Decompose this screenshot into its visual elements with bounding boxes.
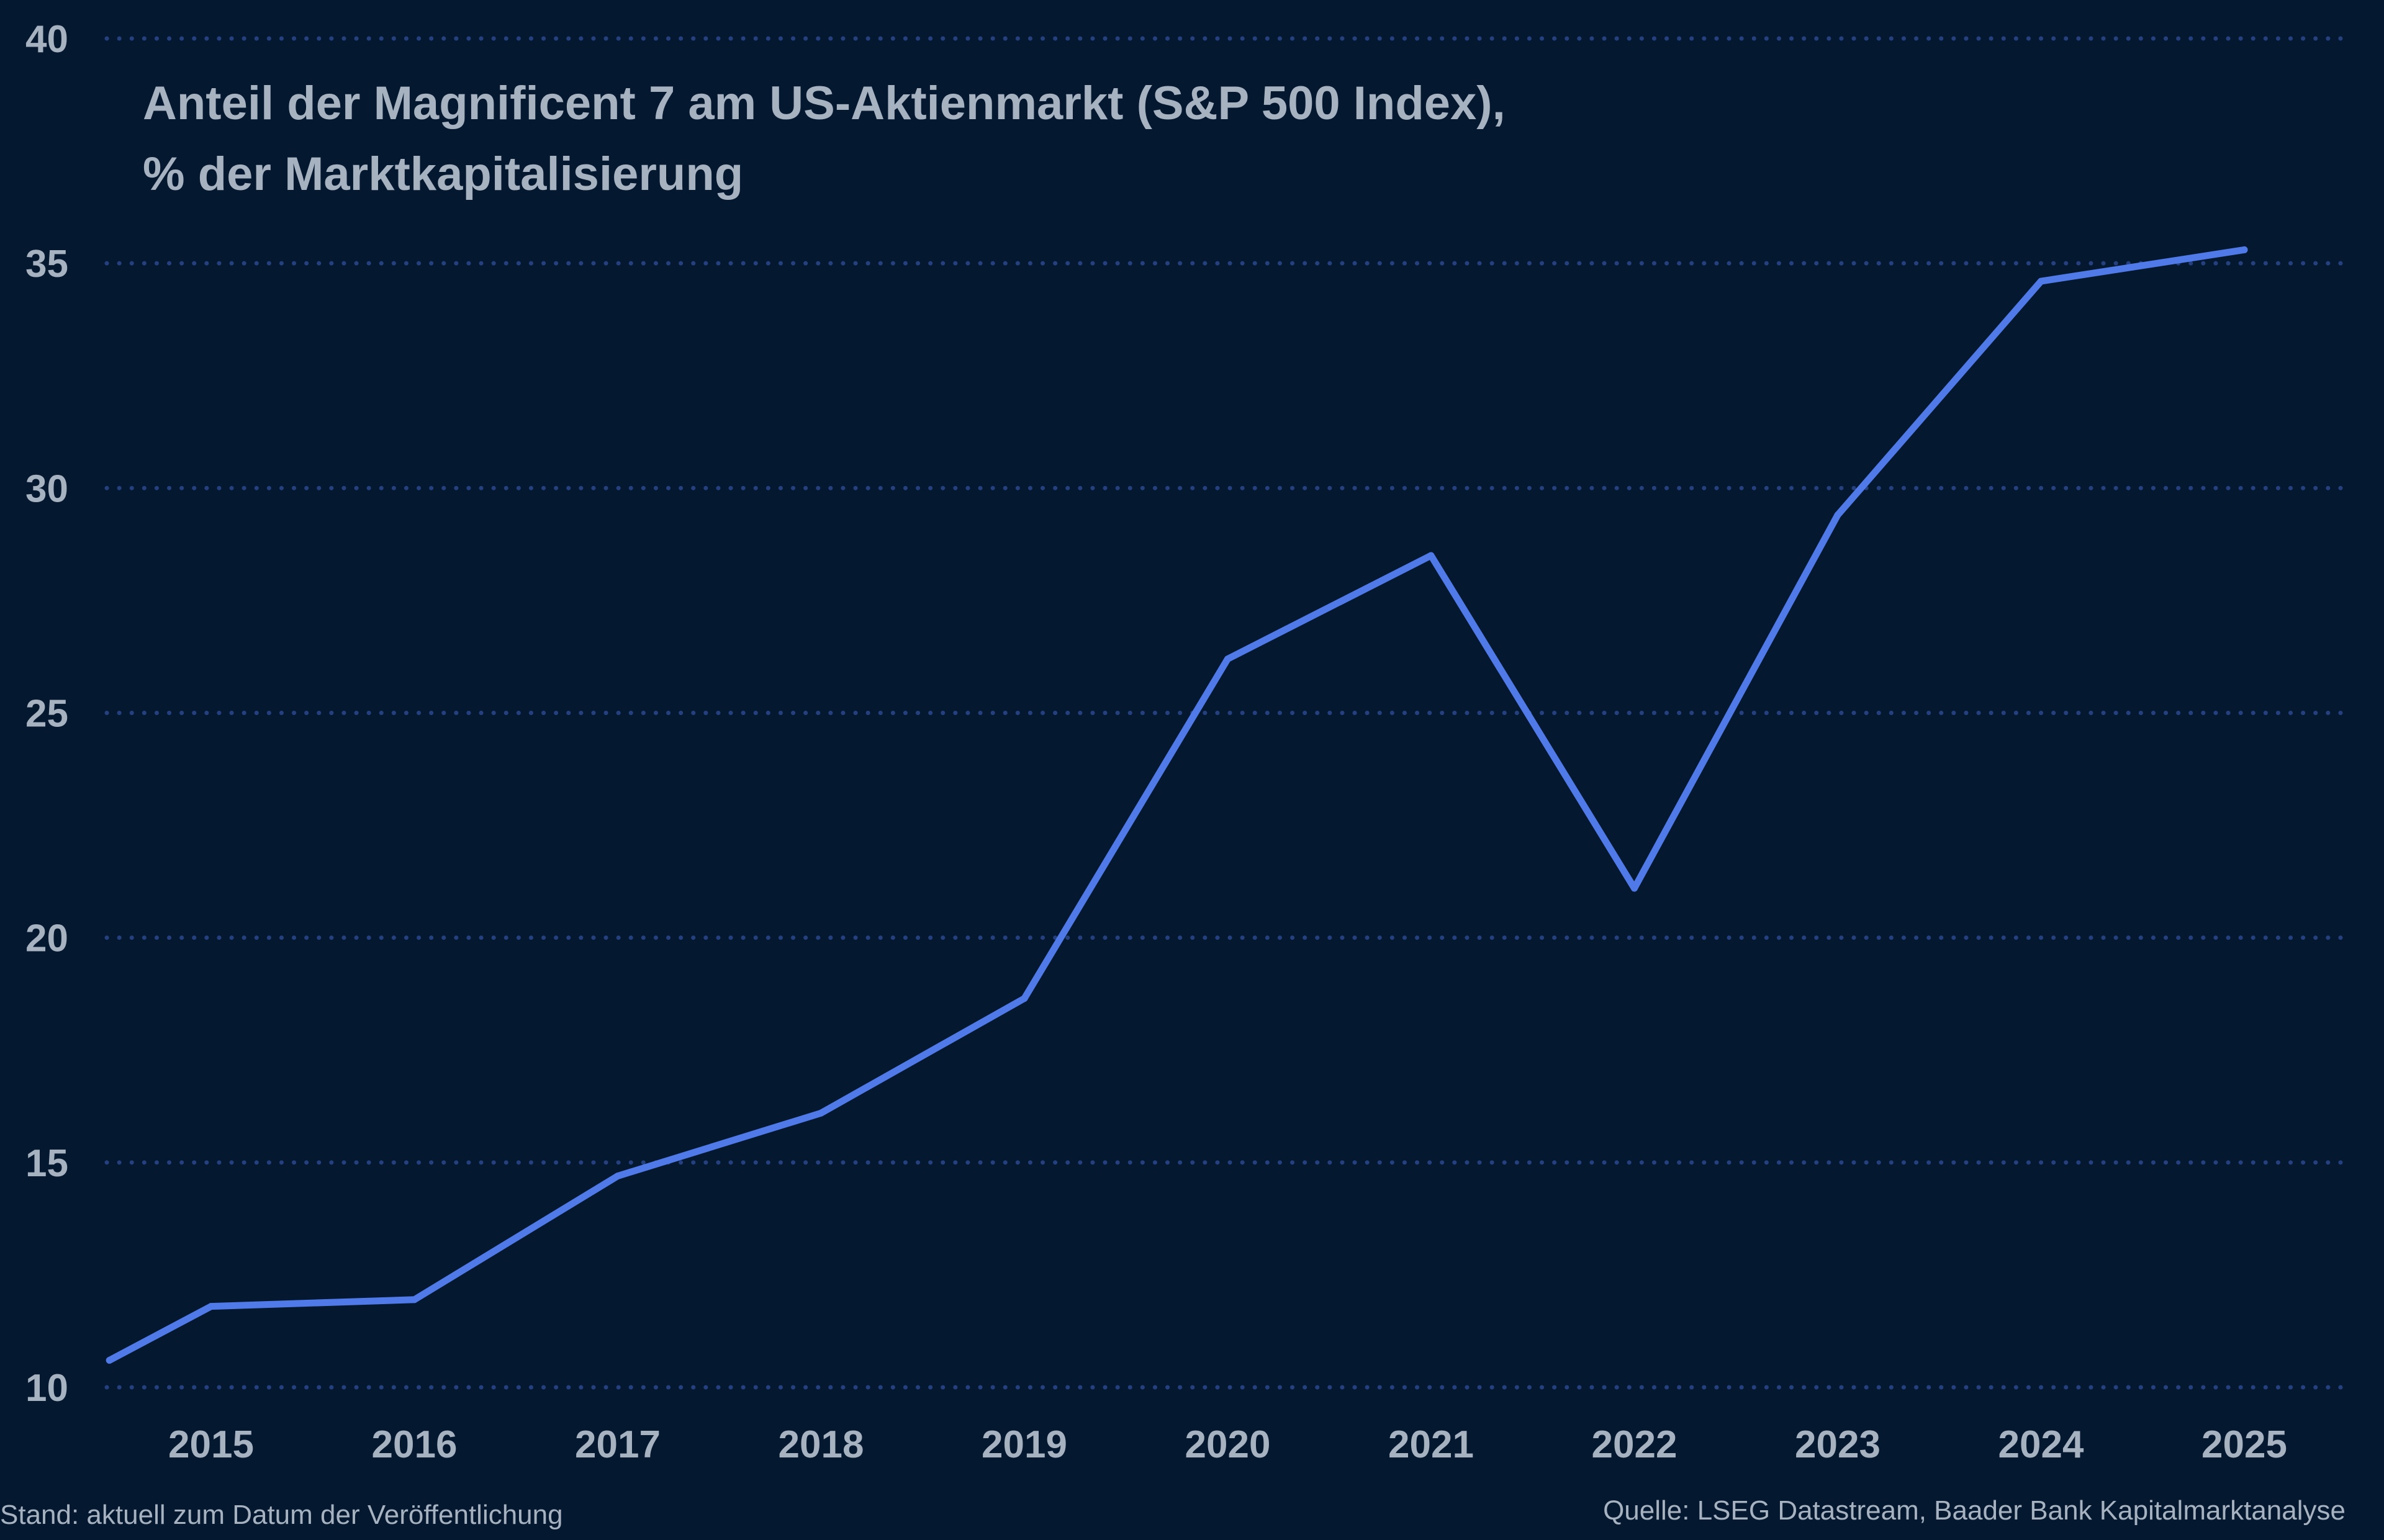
- x-tick-label-2019: 2019: [982, 1423, 1067, 1466]
- data-point-2025: [2241, 246, 2248, 253]
- x-tick-label-2024: 2024: [1998, 1423, 2084, 1466]
- data-point-2015: [207, 1303, 215, 1310]
- series-layer: [106, 246, 2248, 1364]
- x-tick-label-2017: 2017: [575, 1423, 661, 1466]
- data-point-2014.5: [106, 1357, 113, 1364]
- y-axis-tick-labels: 10 15 20 25 30 35 40: [25, 18, 68, 1410]
- data-point-2021: [1427, 552, 1435, 559]
- y-tick-label-30: 30: [25, 467, 68, 510]
- x-tick-label-2022: 2022: [1592, 1423, 1677, 1466]
- y-tick-label-20: 20: [25, 917, 68, 960]
- x-tick-label-2020: 2020: [1185, 1423, 1271, 1466]
- y-tick-label-40: 40: [25, 18, 68, 61]
- x-axis-tick-labels: 2015 2016 2017 2018 2019 2020 2021 2022 2023 2024…: [168, 1423, 2287, 1466]
- footer-date-note: Stand: aktuell zum Datum der Veröffentli…: [0, 1500, 563, 1530]
- data-point-2016: [411, 1296, 418, 1304]
- data-point-2018: [818, 1109, 824, 1117]
- data-point-2024: [2038, 277, 2044, 285]
- gridlines: [104, 36, 2349, 1390]
- data-point-2017: [614, 1173, 621, 1180]
- data-point-2022: [1631, 885, 1638, 892]
- x-tick-label-2025: 2025: [2201, 1423, 2287, 1466]
- data-point-2020: [1224, 655, 1231, 663]
- data-point-2019: [1021, 994, 1028, 1002]
- y-tick-label-35: 35: [25, 243, 68, 286]
- chart-title-line-1: Anteil der Magnificent 7 am US-Aktienmar…: [143, 77, 1506, 130]
- data-point-2023: [1834, 511, 1841, 519]
- chart-title-line-2: % der Marktkapitalisierung: [143, 148, 743, 200]
- x-tick-label-2015: 2015: [168, 1423, 254, 1466]
- x-tick-label-2023: 2023: [1795, 1423, 1881, 1466]
- y-tick-label-10: 10: [25, 1367, 68, 1410]
- y-tick-label-15: 15: [25, 1142, 68, 1185]
- x-tick-label-2016: 2016: [372, 1423, 458, 1466]
- y-tick-label-25: 25: [25, 693, 68, 736]
- x-tick-label-2018: 2018: [779, 1423, 864, 1466]
- footer-source-note: Quelle: LSEG Datastream, Baader Bank Kap…: [1603, 1495, 2346, 1526]
- series-line-0: [106, 246, 2248, 1364]
- x-tick-label-2021: 2021: [1388, 1423, 1474, 1466]
